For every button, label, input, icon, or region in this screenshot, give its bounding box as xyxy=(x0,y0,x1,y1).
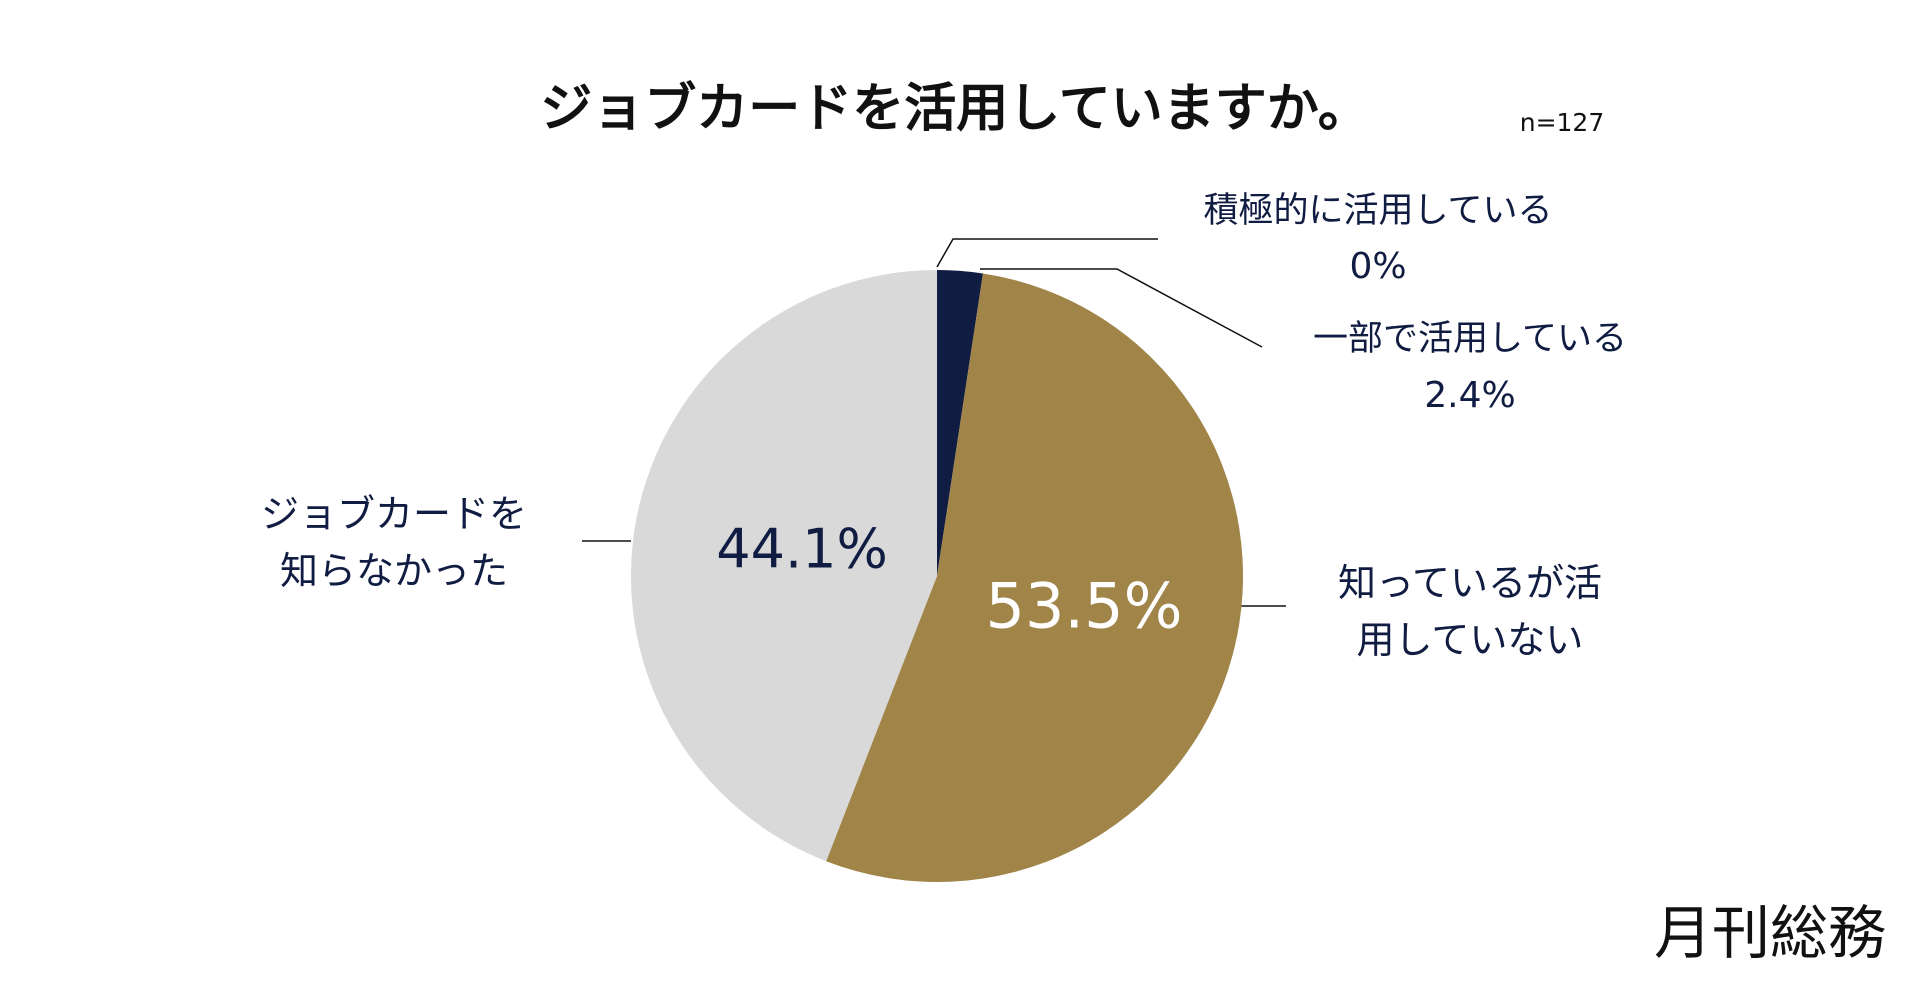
leader-line xyxy=(980,268,1263,348)
source-logo: 月刊総務 xyxy=(1654,899,1886,967)
category-label: 一部で活用している xyxy=(1313,318,1627,359)
pie-slice xyxy=(631,270,937,862)
pie-slice xyxy=(937,270,983,576)
value-label: 0% xyxy=(1349,246,1407,287)
category-label: 積極的に活用している xyxy=(1203,190,1553,231)
value-label: 53.5% xyxy=(985,569,1183,643)
leader-lines xyxy=(582,238,1286,607)
subtitle: n=127 xyxy=(1520,108,1605,137)
pie-slice xyxy=(826,273,1243,883)
value-label: 44.1% xyxy=(716,517,888,581)
category-label: 知っているが活用していない xyxy=(1337,561,1603,662)
category-label: ジョブカードを知らなかった xyxy=(260,492,528,593)
chart-title: ジョブカードを活用していますか。 xyxy=(540,79,1369,139)
leader-line xyxy=(936,238,1158,268)
value-label: 2.4% xyxy=(1424,375,1516,416)
